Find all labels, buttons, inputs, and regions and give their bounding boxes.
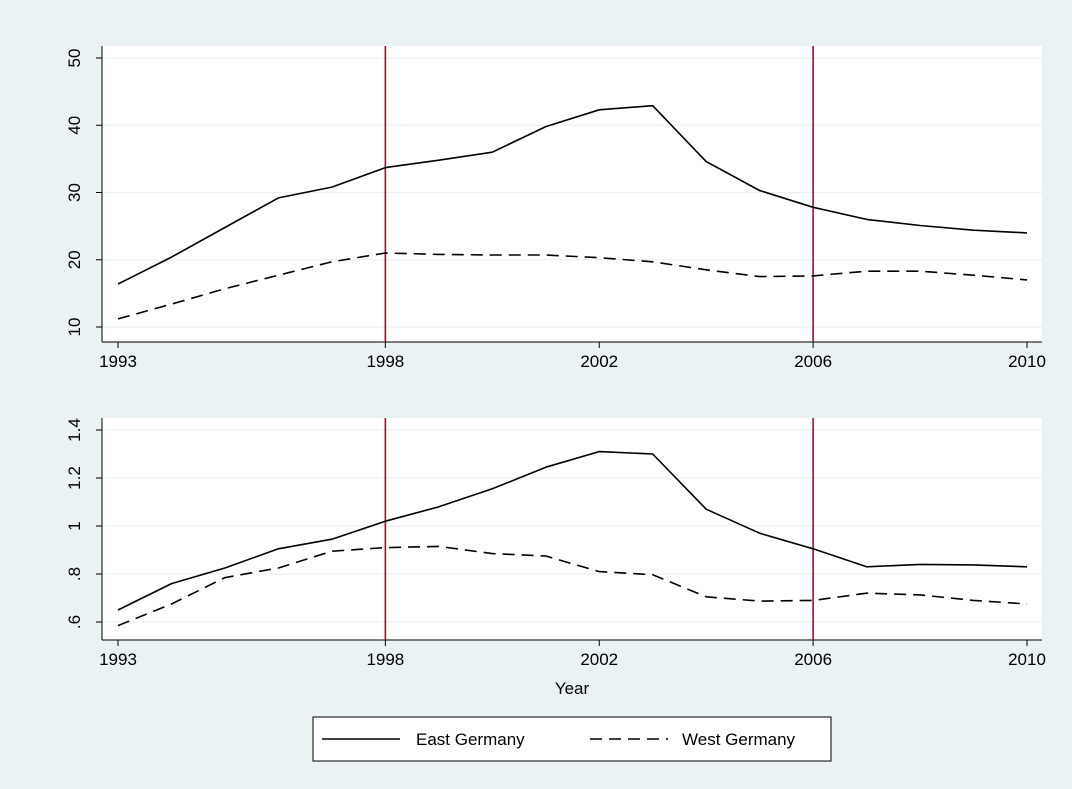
panel-bottom-x-tick-label: 2010 [1008, 650, 1046, 669]
panel-top-x-tick-label: 2010 [1008, 352, 1046, 371]
panel-top-series-east-germany [117, 104, 1028, 285]
panel-top-plot-area [102, 46, 1042, 342]
panel-bottom-x-axis-title: Year [555, 679, 590, 698]
panel-bottom-plot-area [102, 418, 1042, 640]
panel-bottom-y-tick-label: 1 [65, 521, 84, 530]
panel-top-x-tick-label: 1998 [366, 352, 404, 371]
panel-bottom-x-tick-label: 1993 [99, 650, 137, 669]
panel-top-y-tick-label: 30 [65, 183, 84, 202]
panel-bottom-series-west-germany [117, 545, 1028, 627]
panel-bottom-x-tick-label: 1998 [366, 650, 404, 669]
panel-top-x-tick-label: 2006 [794, 352, 832, 371]
panel-bottom-series-east-germany [117, 450, 1028, 611]
panel-bottom-y-tick-label: 1.4 [65, 418, 84, 442]
panel-top-x-tick-label: 1993 [99, 352, 137, 371]
panel-top-x-tick-label: 2002 [580, 352, 618, 371]
panel-bottom-y-tick-label: .8 [65, 567, 84, 581]
panel-top-y-tick-label: 20 [65, 250, 84, 269]
panel-top-y-tick-label: 40 [65, 116, 84, 135]
legend-label: West Germany [682, 730, 796, 749]
panel-bottom-y-tick-label: .6 [65, 615, 84, 629]
legend-label: East Germany [416, 730, 525, 749]
panel-bottom-x-tick-label: 2002 [580, 650, 618, 669]
panel-top-y-tick-label: 10 [65, 318, 84, 337]
panel-bottom-y-tick-label: 1.2 [65, 466, 84, 490]
panel-top-series-west-germany [117, 252, 1028, 320]
panel-top-y-tick-label: 50 [65, 49, 84, 68]
panel-bottom-x-tick-label: 2006 [794, 650, 832, 669]
